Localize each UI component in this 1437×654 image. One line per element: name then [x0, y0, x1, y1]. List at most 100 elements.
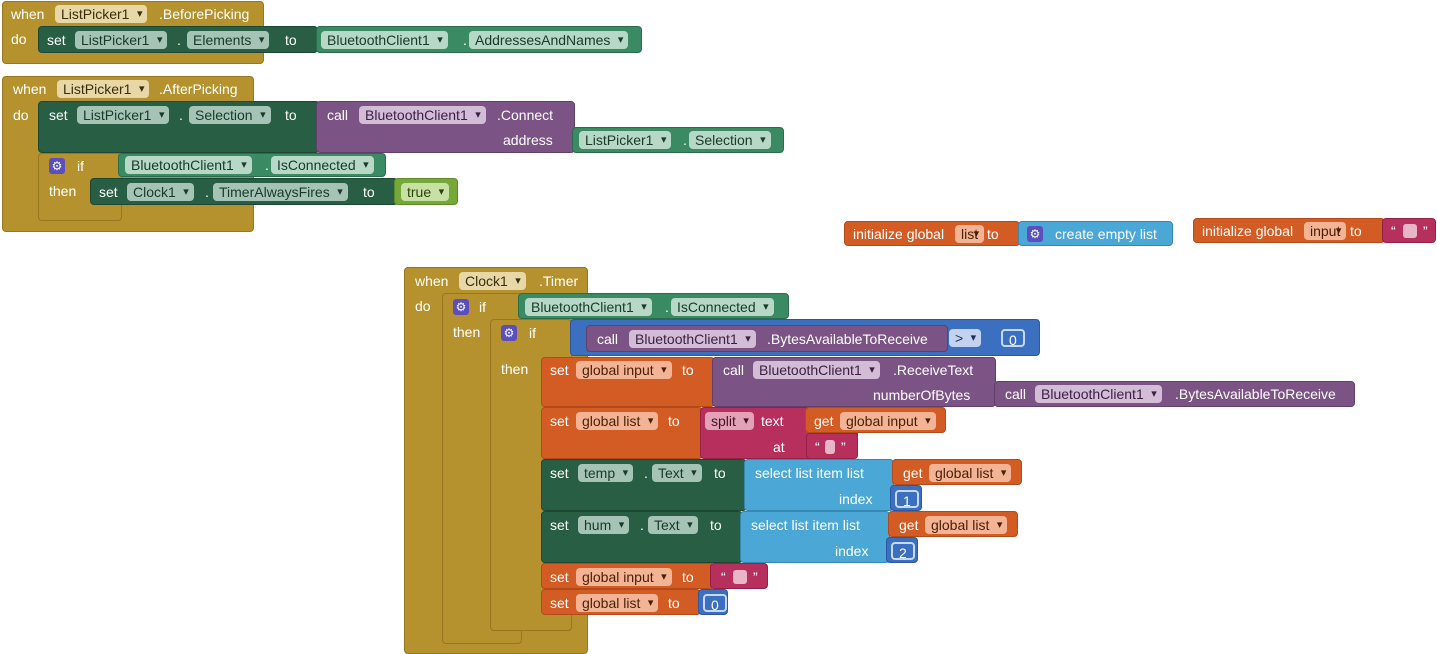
get-variable-block[interactable]: get global list	[888, 511, 1018, 537]
then-keyword: then	[501, 361, 529, 377]
param-label: address	[503, 132, 553, 148]
component-getter-block[interactable]: ListPicker1 . Selection	[572, 127, 784, 153]
text-field[interactable]	[733, 570, 747, 584]
component-dropdown[interactable]: BluetoothClient1	[1035, 385, 1162, 403]
property-dropdown[interactable]: Text	[652, 464, 702, 482]
variable-dropdown[interactable]: global list	[925, 516, 1008, 534]
set-property-block[interactable]: set ListPicker1 . Selection to	[38, 101, 320, 153]
close-quote: ”	[841, 439, 846, 455]
if-keyword: if	[529, 325, 536, 341]
set-keyword: set	[550, 569, 569, 585]
component-dropdown[interactable]: BluetoothClient1	[321, 31, 448, 49]
property-dropdown[interactable]: Text	[648, 516, 698, 534]
set-property-block[interactable]: set hum . Text to	[541, 511, 743, 563]
number-block[interactable]: 1	[890, 485, 922, 511]
property-dropdown[interactable]: Selection	[189, 106, 271, 124]
init-global-list-block[interactable]: initialize global list to	[844, 221, 1020, 246]
text-field[interactable]	[825, 440, 835, 454]
when-keyword: when	[415, 273, 449, 289]
empty-text-block[interactable]: “ ”	[1382, 218, 1436, 243]
component-getter-block[interactable]: BluetoothClient1 . IsConnected	[518, 293, 789, 319]
to-keyword: to	[285, 107, 297, 123]
set-property-block[interactable]: set temp . Text to	[541, 459, 747, 511]
then-keyword: then	[49, 183, 77, 199]
component-dropdown[interactable]: hum	[578, 516, 630, 534]
set-keyword: set	[550, 465, 569, 481]
set-variable-block[interactable]: set global input to	[541, 357, 715, 407]
gear-icon[interactable]: ⚙	[453, 299, 469, 315]
then-keyword: then	[453, 324, 481, 340]
param-label: numberOfBytes	[873, 387, 971, 403]
set-variable-block[interactable]: set global input to	[541, 563, 715, 589]
property-dropdown[interactable]: AddressesAndNames	[469, 31, 629, 49]
component-dropdown[interactable]: Clock1	[127, 183, 194, 201]
number-block[interactable]: 2	[886, 537, 918, 563]
component-dropdown[interactable]: BluetoothClient1	[525, 298, 652, 316]
set-variable-block[interactable]: set global list to	[541, 407, 703, 459]
variable-name-field[interactable]: list	[955, 225, 985, 243]
select-list-item-block[interactable]: select list item list index	[744, 459, 894, 511]
gear-icon[interactable]: ⚙	[501, 325, 517, 341]
empty-text-block[interactable]: “ ”	[710, 563, 768, 589]
event-name: .BeforePicking	[159, 6, 250, 22]
select-list-item-label: select list item list	[755, 465, 864, 481]
method-call-block[interactable]: call BluetoothClient1 .Connect address	[316, 101, 575, 153]
property-dropdown[interactable]: Selection	[689, 131, 771, 149]
boolean-dropdown[interactable]: true	[401, 183, 450, 201]
set-keyword: set	[550, 362, 569, 378]
method-name: .BytesAvailableToReceive	[767, 331, 928, 347]
split-dropdown[interactable]: split	[705, 412, 754, 430]
get-keyword: get	[899, 517, 919, 533]
set-variable-block[interactable]: set global list to	[541, 589, 701, 615]
number-field[interactable]: 1	[895, 490, 919, 509]
variable-dropdown[interactable]: global list	[576, 412, 659, 430]
component-dropdown[interactable]: Clock1	[459, 272, 526, 290]
component-dropdown[interactable]: BluetoothClient1	[753, 361, 880, 379]
property-dropdown[interactable]: IsConnected	[271, 156, 374, 174]
component-dropdown[interactable]: ListPicker1	[579, 131, 672, 149]
set-property-block[interactable]: set Clock1 . TimerAlwaysFires to	[90, 178, 398, 205]
gear-icon[interactable]: ⚙	[49, 158, 65, 174]
get-variable-block[interactable]: get global list	[892, 459, 1022, 485]
get-variable-block[interactable]: get global input	[805, 407, 946, 433]
component-dropdown[interactable]: BluetoothClient1	[125, 156, 252, 174]
component-getter-block[interactable]: BluetoothClient1 . IsConnected	[118, 153, 386, 177]
method-call-block[interactable]: call BluetoothClient1 .BytesAvailableToR…	[586, 325, 948, 352]
gear-icon[interactable]: ⚙	[1027, 226, 1043, 242]
component-getter-block[interactable]: BluetoothClient1 . AddressesAndNames	[316, 26, 642, 53]
method-call-block[interactable]: call BluetoothClient1 .BytesAvailableToR…	[994, 381, 1355, 407]
get-keyword: get	[903, 465, 923, 481]
text-field[interactable]	[1403, 224, 1417, 238]
variable-dropdown[interactable]: global list	[929, 464, 1012, 482]
variable-dropdown[interactable]: global list	[576, 594, 659, 612]
variable-dropdown[interactable]: global input	[840, 412, 936, 430]
number-field[interactable]: 0	[1001, 329, 1025, 348]
index-label: index	[835, 543, 869, 559]
component-dropdown[interactable]: BluetoothClient1	[629, 330, 756, 348]
component-dropdown[interactable]: ListPicker1	[77, 106, 170, 124]
component-dropdown[interactable]: temp	[578, 464, 634, 482]
operator-dropdown[interactable]: >	[949, 329, 982, 347]
component-dropdown[interactable]: BluetoothClient1	[359, 106, 486, 124]
property-dropdown[interactable]: TimerAlwaysFires	[213, 183, 348, 201]
create-empty-list-block[interactable]: ⚙ create empty list	[1018, 221, 1173, 246]
number-block[interactable]: 0	[698, 589, 728, 615]
variable-dropdown[interactable]: global input	[576, 568, 672, 586]
component-dropdown[interactable]: ListPicker1	[55, 5, 148, 23]
to-keyword: to	[1350, 223, 1362, 239]
variable-dropdown[interactable]: global input	[576, 361, 672, 379]
property-dropdown[interactable]: Elements	[187, 31, 270, 49]
init-global-input-block[interactable]: initialize global input to	[1193, 218, 1385, 243]
number-field[interactable]: 0	[703, 594, 727, 613]
method-call-block[interactable]: call BluetoothClient1 .ReceiveText numbe…	[712, 357, 996, 407]
component-dropdown[interactable]: ListPicker1	[75, 31, 168, 49]
call-keyword: call	[723, 362, 745, 378]
text-literal-block[interactable]: “ ”	[806, 433, 858, 459]
logic-true-block[interactable]: true	[394, 178, 458, 205]
variable-name-field[interactable]: input	[1304, 222, 1347, 240]
select-list-item-block[interactable]: select list item list index	[740, 511, 890, 563]
property-dropdown[interactable]: IsConnected	[671, 298, 774, 316]
number-field[interactable]: 2	[891, 542, 915, 561]
set-property-block[interactable]: set ListPicker1 . Elements to	[38, 26, 318, 53]
component-dropdown[interactable]: ListPicker1	[57, 80, 150, 98]
